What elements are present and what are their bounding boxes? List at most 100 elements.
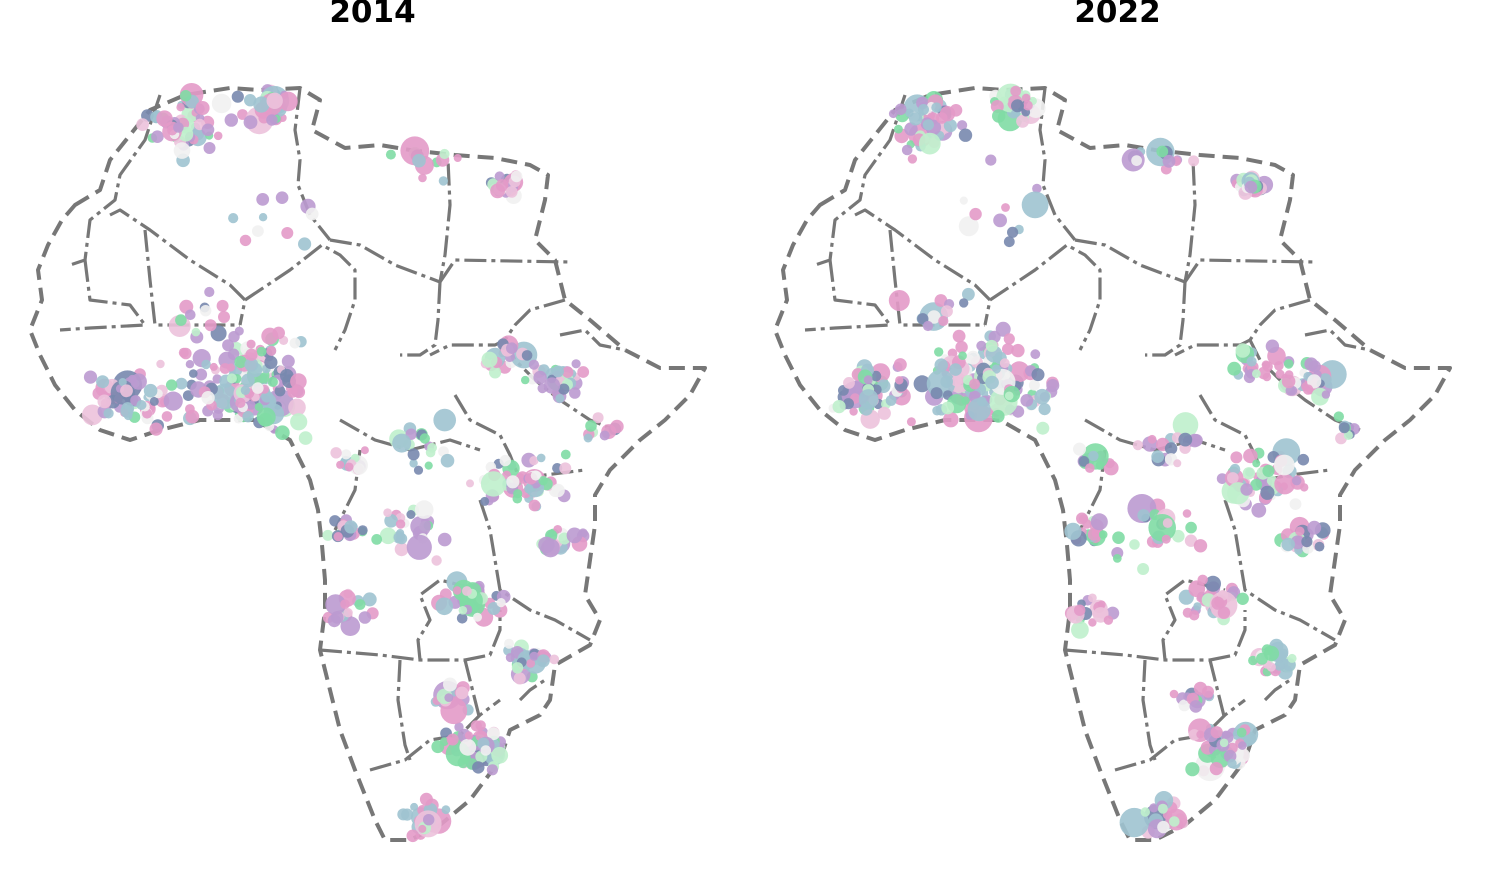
country-border [478,499,591,642]
event-point [936,112,948,124]
event-point [161,411,173,422]
event-point [151,130,164,143]
event-point [462,586,472,596]
event-point [885,395,897,406]
event-point [1016,114,1030,128]
country-border [888,229,985,327]
event-point [1021,93,1031,103]
event-point [189,369,198,378]
country-border [429,298,566,357]
event-point [505,653,515,663]
event-point [237,109,248,120]
event-point [1292,476,1302,486]
event-point [1227,472,1239,484]
event-point [212,409,223,421]
event-point [384,514,398,528]
event-point [256,193,270,206]
event-point [407,448,420,461]
event-point [438,176,449,186]
event-point [904,122,918,136]
event-point [943,119,957,133]
country-border [1145,281,1187,357]
event-point [893,358,907,372]
event-point [1252,369,1261,379]
event-point [175,314,187,326]
event-point [185,409,200,424]
event-point [234,355,247,369]
event-point [858,389,879,409]
event-point [499,454,511,467]
event-point [425,447,436,458]
country-border [1183,258,1316,283]
event-point [136,118,150,131]
event-point [453,586,462,595]
event-point [458,606,468,615]
event-point [431,740,445,754]
event-point [995,321,1011,337]
event-point [1263,645,1280,662]
event-point [870,370,882,382]
event-point [552,365,564,378]
event-point [201,359,211,370]
event-point [1157,820,1170,834]
event-point [1169,689,1179,699]
event-point [976,396,987,407]
event-point [1038,403,1051,416]
event-point [918,132,941,155]
event-point [537,654,550,668]
event-point [1137,563,1150,575]
event-point [1229,463,1241,475]
event-point [1235,343,1251,358]
event-point [1034,388,1050,405]
event-point [524,484,534,494]
event-point [1285,385,1296,396]
event-point [173,122,184,133]
event-point [1240,483,1253,496]
event-point [443,677,457,692]
event-point [118,378,127,387]
event-point [1196,730,1205,739]
event-point [513,489,523,499]
event-point [120,404,134,418]
event-point [504,638,514,649]
event-point [418,173,427,183]
africa-coastline [28,86,707,842]
event-point [966,350,980,365]
event-point [969,378,980,390]
event-point [506,342,518,355]
panel-title: 2022 [1074,0,1161,30]
country-border [804,259,892,332]
event-point [1002,343,1014,355]
event-point [82,404,103,426]
event-point [173,142,191,159]
event-point [1028,379,1040,391]
event-point [1265,339,1280,353]
event-point [951,375,963,387]
event-point [149,396,159,406]
event-point [585,420,597,432]
event-point [1071,621,1089,639]
event-point [322,529,334,541]
country-border [1223,499,1336,642]
event-point [1162,518,1173,528]
event-point [275,191,289,204]
event-point [410,802,419,811]
event-point [1172,529,1185,543]
event-point [1302,384,1314,395]
event-point [218,311,230,323]
event-point [894,124,903,134]
event-point [558,383,570,395]
event-point [281,227,294,239]
country-border [400,281,442,357]
event-point [165,379,178,391]
event-point [940,305,953,318]
event-point [528,359,540,370]
event-point [1149,803,1159,813]
event-point [456,613,468,624]
event-point [551,483,565,498]
event-point [955,340,968,354]
event-point [1003,333,1015,345]
country-border [1304,328,1371,352]
event-point [1188,580,1206,598]
event-point [566,527,583,544]
